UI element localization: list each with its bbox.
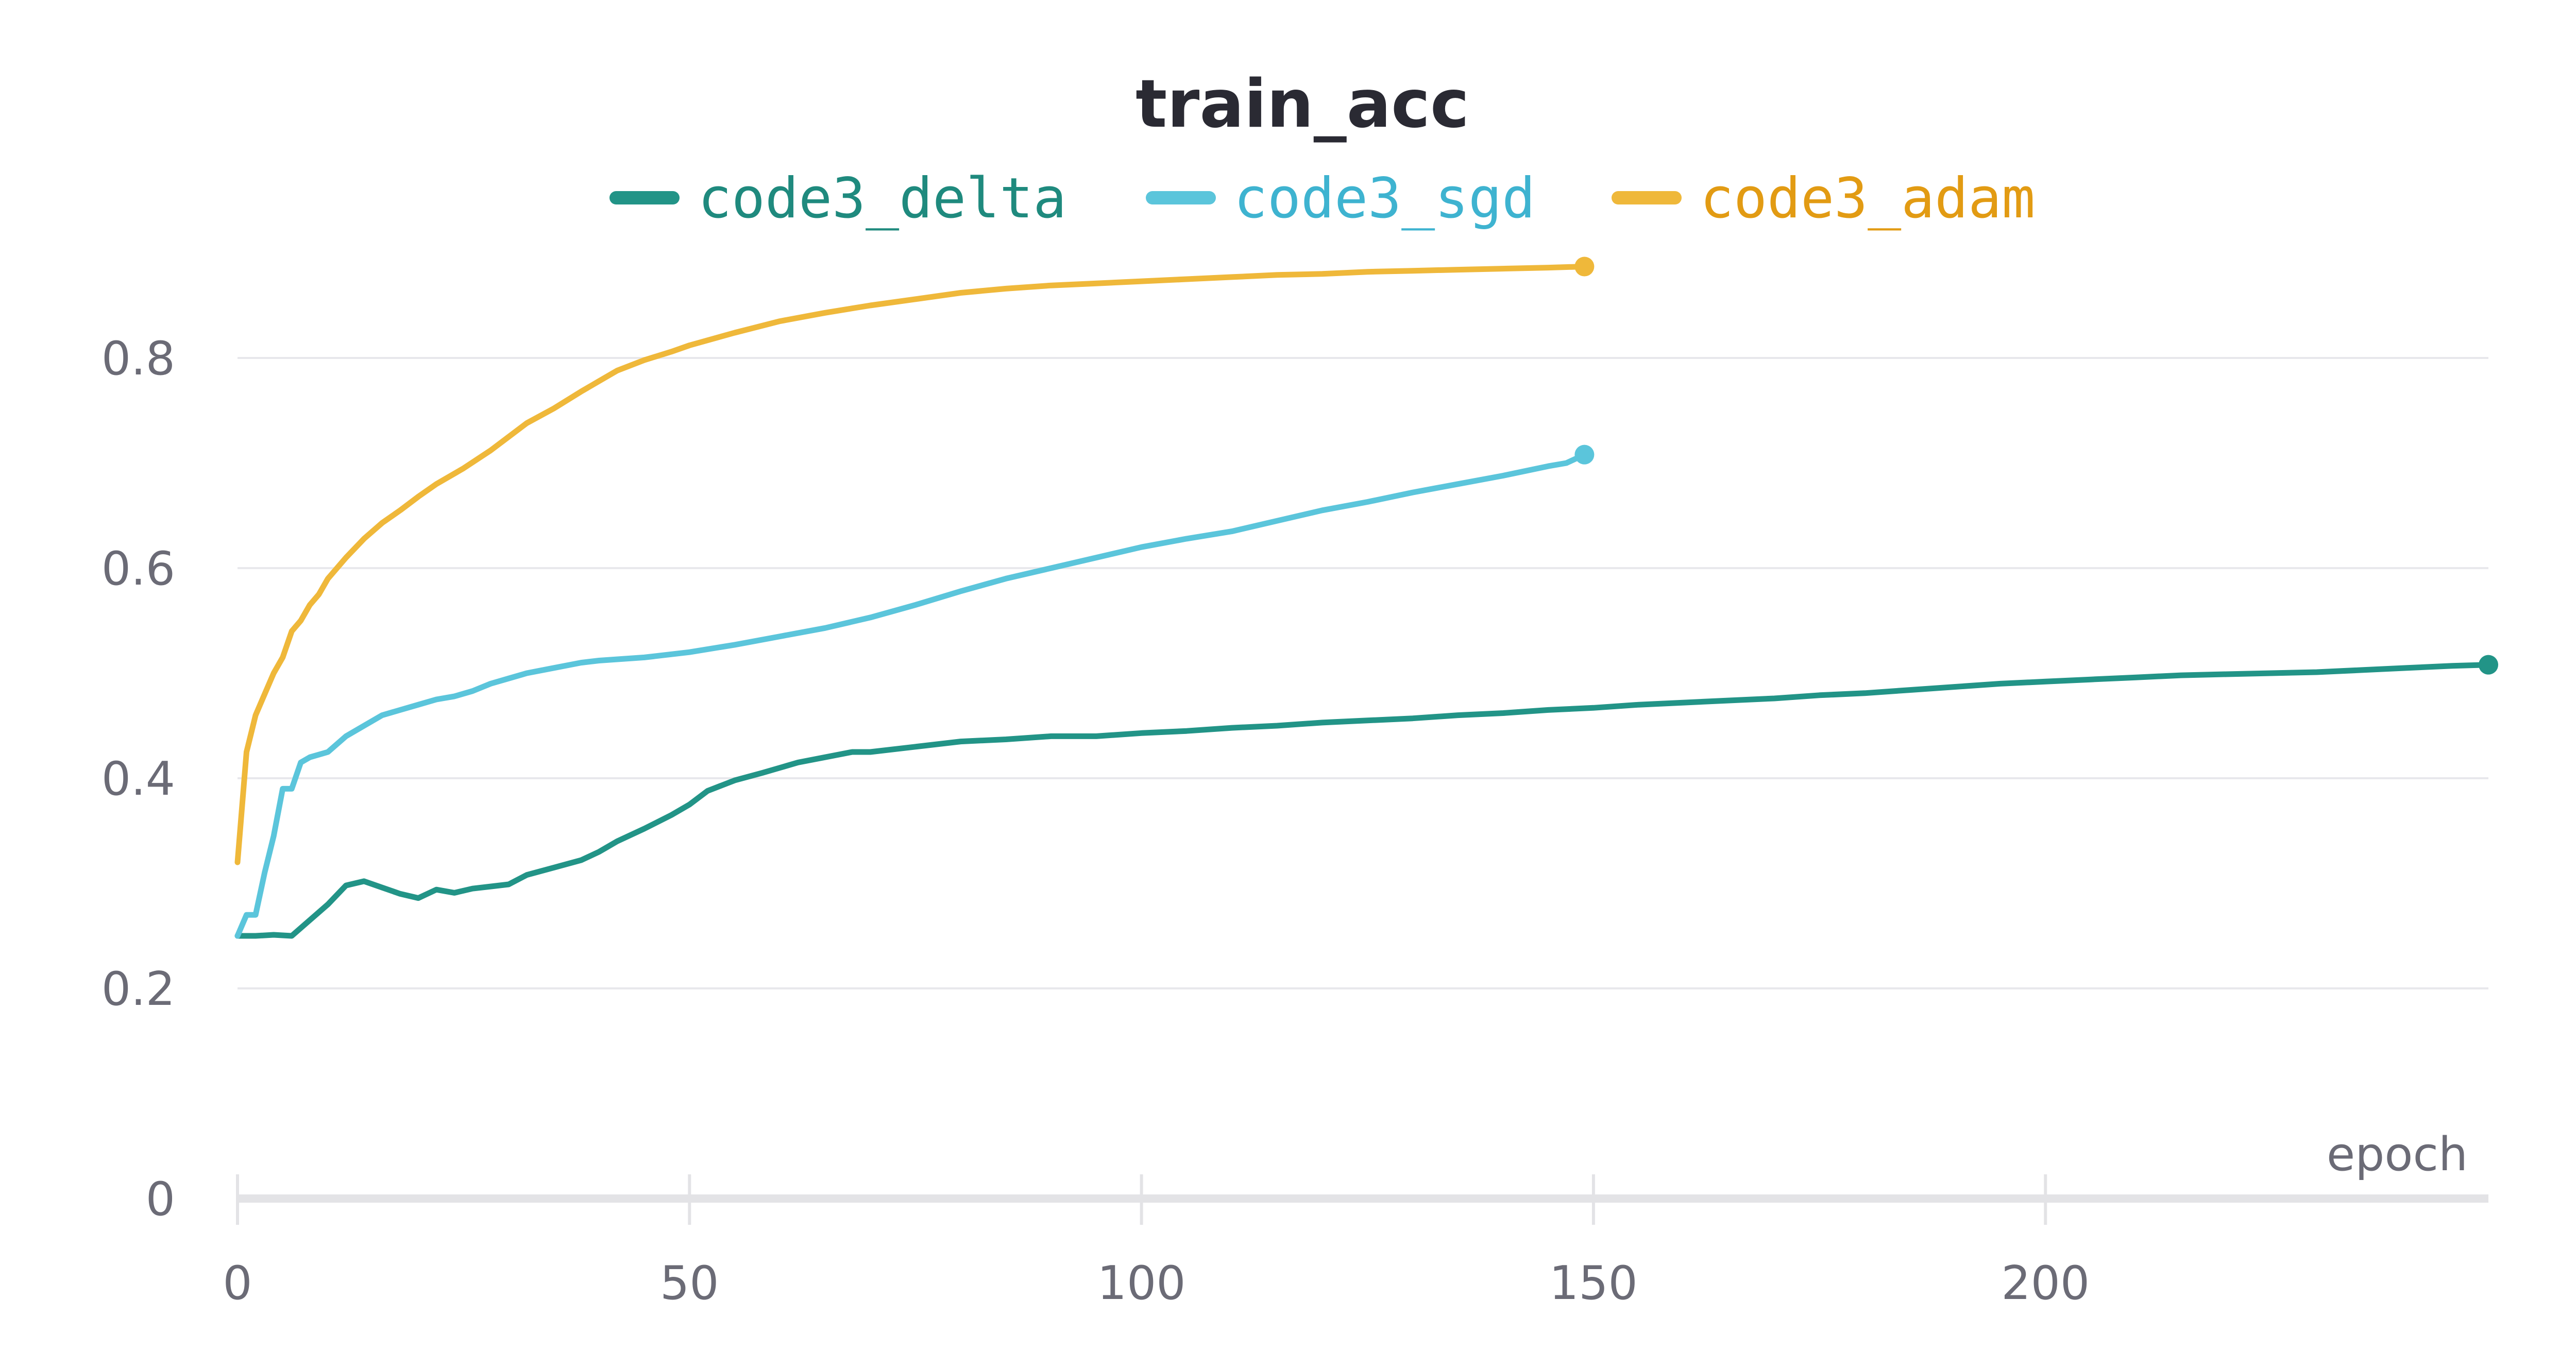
- y-tick-label: 0.4: [101, 752, 175, 806]
- legend-label-code3_sgd: code3_sgd: [1234, 166, 1535, 231]
- series-end-point-code3_delta: [2479, 655, 2498, 675]
- y-tick-label: 0.8: [101, 332, 175, 386]
- x-tick-label: 0: [223, 1256, 252, 1310]
- x-tick-label: 100: [1097, 1256, 1186, 1310]
- series-group: [234, 256, 2498, 939]
- x-tick-label: 50: [660, 1256, 719, 1310]
- series-end-point-code3_sgd: [1574, 444, 1595, 465]
- y-tick-label: 0.6: [101, 542, 175, 596]
- x-axis-title: epoch: [2327, 1127, 2468, 1182]
- grid: [238, 357, 2488, 989]
- chart-title: train_acc: [1136, 66, 1469, 143]
- series-line-code3_sgd: [234, 452, 1587, 939]
- x-axis: 0 50 100 150 200: [223, 1174, 2488, 1310]
- series-line-code3_delta: [234, 662, 2492, 939]
- y-tick-label: 0: [146, 1172, 175, 1226]
- x-tick-label: 200: [2001, 1256, 2090, 1310]
- y-tick-label: 0.2: [101, 962, 175, 1016]
- legend-label-code3_adam: code3_adam: [1700, 166, 2035, 231]
- legend-label-code3_delta: code3_delta: [698, 166, 1066, 231]
- series-line-code3_adam: [234, 264, 1587, 865]
- legend: code3_delta code3_sgd code3_adam: [609, 166, 2035, 231]
- y-axis-ticks: 0 0.2 0.4 0.6 0.8: [101, 332, 175, 1226]
- series-end-point-code3_adam: [1574, 256, 1595, 277]
- x-tick-label: 150: [1549, 1256, 1638, 1310]
